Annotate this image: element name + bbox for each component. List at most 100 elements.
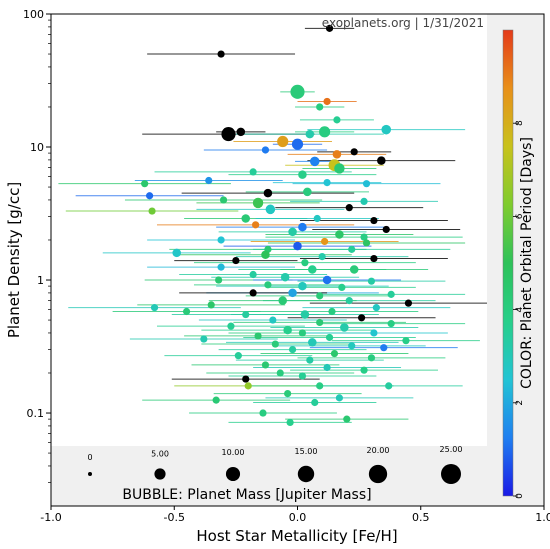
bubble-legend-marker [368, 464, 388, 484]
y-tick-label: 10 [30, 141, 44, 154]
data-point [367, 354, 376, 362]
data-point [323, 97, 331, 106]
data-point [286, 418, 294, 427]
data-point [205, 176, 213, 185]
bubble-legend-size-label: 5.00 [151, 449, 169, 458]
data-point [150, 304, 159, 312]
bubble-legend-size-label: 20.00 [367, 446, 390, 455]
x-tick-label: 0.0 [289, 511, 307, 524]
x-tick-label: 0.5 [412, 511, 430, 524]
data-point [249, 289, 257, 297]
data-point [316, 292, 324, 300]
x-axis-title: Host Star Metallicity [Fe/H] [196, 527, 397, 545]
data-point [288, 345, 297, 354]
data-point [321, 237, 329, 246]
data-point [318, 252, 326, 261]
data-point [249, 168, 257, 176]
data-point [265, 204, 276, 215]
data-point [322, 275, 332, 285]
data-point [241, 214, 250, 223]
data-point [348, 342, 356, 350]
data-point [332, 150, 342, 159]
bubble-legend-size-label: 10.00 [222, 448, 245, 457]
x-tick-label: 1.0 [535, 511, 550, 524]
data-point [335, 394, 344, 402]
data-point [370, 254, 378, 263]
data-point [261, 250, 270, 259]
y-tick-label: 100 [23, 8, 44, 21]
data-point [316, 318, 324, 327]
data-point [338, 283, 346, 292]
bubble-legend-marker [297, 465, 315, 483]
data-point [360, 197, 368, 206]
data-point [377, 156, 386, 165]
data-point [264, 281, 272, 289]
data-point [345, 204, 353, 212]
data-point [362, 239, 371, 247]
data-point [380, 344, 388, 352]
bubble-legend-marker [154, 468, 166, 480]
data-point [350, 148, 358, 156]
data-point [387, 290, 395, 298]
data-point [215, 276, 223, 284]
bubble-legend-title: BUBBLE: Planet Mass [Jupiter Mass] [122, 487, 371, 503]
data-point [269, 316, 277, 324]
data-point [261, 361, 270, 369]
data-point [313, 214, 321, 223]
data-point [402, 337, 410, 345]
data-point [298, 281, 307, 291]
data-point [212, 396, 220, 404]
colorbar-label: COLOR: Planet Orbital Period [Days] [519, 137, 535, 389]
colorbar-tick-label: 8 [515, 120, 525, 126]
data-point [249, 270, 257, 279]
data-point [300, 310, 310, 319]
data-point [141, 180, 149, 188]
data-point [343, 415, 351, 423]
data-point [254, 332, 262, 340]
data-point [276, 369, 284, 377]
data-point [278, 296, 287, 305]
data-point [242, 310, 250, 319]
colorbar-tick-label: 4 [515, 306, 525, 312]
data-point [306, 356, 314, 364]
data-point [200, 335, 208, 343]
data-point [323, 179, 331, 187]
plot-area [51, 14, 487, 506]
data-point [263, 188, 273, 198]
colorbar-tick-label: 0 [515, 493, 525, 499]
data-point [362, 180, 371, 188]
data-point [217, 236, 225, 244]
data-point [311, 398, 319, 407]
data-point [360, 233, 368, 241]
colorbar [502, 29, 514, 497]
x-tick-label: -0.5 [164, 511, 185, 524]
data-point [236, 127, 246, 137]
data-point [259, 409, 267, 417]
data-point [242, 375, 250, 383]
bubble-legend-panel [51, 446, 487, 506]
data-point [385, 382, 393, 390]
bubble-legend-size-label: 0 [87, 453, 92, 462]
data-point [252, 197, 264, 209]
data-point [146, 192, 154, 200]
bubble-legend-marker [225, 466, 241, 482]
data-point [221, 127, 236, 142]
data-point [333, 116, 341, 124]
data-point [207, 301, 215, 309]
data-point [148, 207, 156, 215]
data-point [308, 338, 317, 347]
data-point [308, 265, 317, 274]
data-point [251, 221, 260, 229]
data-point [325, 333, 334, 342]
data-point [309, 156, 320, 167]
data-point [232, 256, 240, 265]
data-point [288, 227, 297, 237]
y-tick-label: 1 [37, 274, 44, 287]
data-point [227, 322, 235, 330]
data-point [283, 325, 292, 335]
data-point [325, 24, 334, 32]
data-point [290, 84, 305, 99]
data-point [280, 272, 290, 282]
data-point [298, 372, 307, 380]
